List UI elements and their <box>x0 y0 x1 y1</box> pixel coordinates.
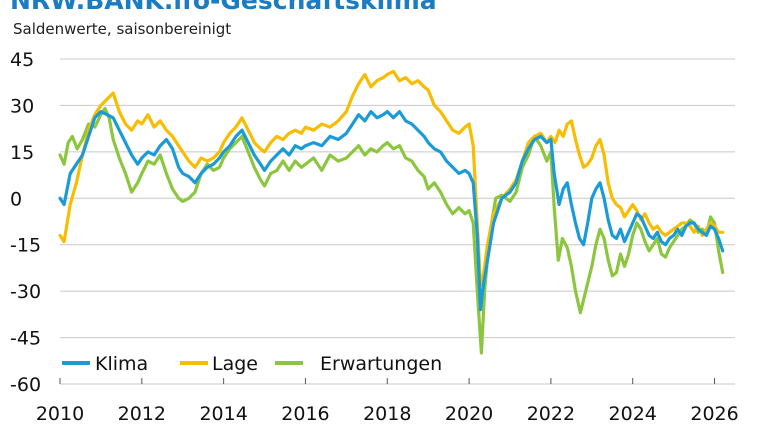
y-tick-label: 45 <box>10 49 34 71</box>
y-tick-label: -60 <box>10 374 41 396</box>
y-tick-label: -45 <box>10 328 41 350</box>
x-tick-label: 2014 <box>199 403 247 425</box>
x-tick-label: 2012 <box>118 403 166 425</box>
x-tick-label: 2010 <box>36 403 84 425</box>
x-axis-ticks: 2010 2012 2014 2016 2018 2020 2022 2024 2026 <box>36 378 739 425</box>
x-tick-label: 2026 <box>690 403 738 425</box>
x-tick-label: 2018 <box>363 403 411 425</box>
x-tick-label: 2022 <box>527 403 575 425</box>
series-line-lage <box>58 69 725 287</box>
chart-title: NRW.BANK.ifo-Geschäftsklima <box>10 0 437 15</box>
legend: Klima Lage Erwartungen <box>62 353 442 375</box>
series-lines <box>58 69 725 355</box>
y-axis-ticks: 45 30 15 0 -15 -30 -45 -60 <box>10 49 41 396</box>
series-line-klima <box>58 110 725 312</box>
y-tick-label: -15 <box>10 235 41 257</box>
legend-label: Erwartungen <box>320 353 442 375</box>
y-tick-label: -30 <box>10 281 41 303</box>
legend-label: Klima <box>95 353 148 375</box>
x-tick-label: 2016 <box>281 403 329 425</box>
x-tick-label: 2020 <box>445 403 493 425</box>
y-tick-label: 15 <box>10 142 34 164</box>
series-line-erwartungen <box>58 106 725 355</box>
y-tick-label: 0 <box>10 188 22 210</box>
legend-label: Lage <box>212 353 258 375</box>
y-tick-label: 30 <box>10 95 34 117</box>
chart-subtitle: Saldenwerte, saisonbereinigt <box>13 20 232 38</box>
x-tick-label: 2024 <box>609 403 657 425</box>
